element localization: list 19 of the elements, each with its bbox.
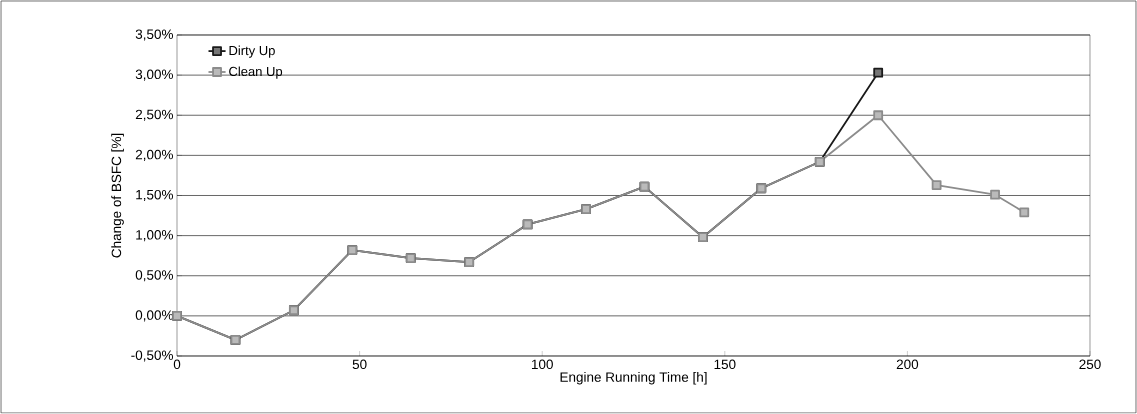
x-tick-label: 250 xyxy=(1079,359,1101,370)
legend-label: Dirty Up xyxy=(229,45,275,58)
x-axis-title: Engine Running Time [h] xyxy=(560,371,707,385)
x-tick-label: 200 xyxy=(896,359,919,370)
y-tick-label: 1,50% xyxy=(136,189,173,202)
y-axis-title: Change of BSFC [%] xyxy=(111,133,124,258)
x-tick-label: 100 xyxy=(531,359,553,370)
legend-label: Clean Up xyxy=(229,66,283,79)
y-tick-label: -0,50% xyxy=(131,350,173,362)
y-tick-label: 1,00% xyxy=(136,230,173,242)
y-tick-label: 3,50% xyxy=(135,29,173,41)
y-tick-label: 0,00% xyxy=(135,310,173,322)
x-tick-label: 50 xyxy=(352,359,367,370)
y-tick-label: 3,00% xyxy=(135,69,173,81)
y-tick-label: 0,50% xyxy=(135,270,173,282)
y-tick-label: 2,50% xyxy=(135,109,173,121)
x-tick-label: 150 xyxy=(714,359,736,370)
y-tick-label: 2,00% xyxy=(135,149,173,161)
x-tick-label: 0 xyxy=(173,359,181,370)
